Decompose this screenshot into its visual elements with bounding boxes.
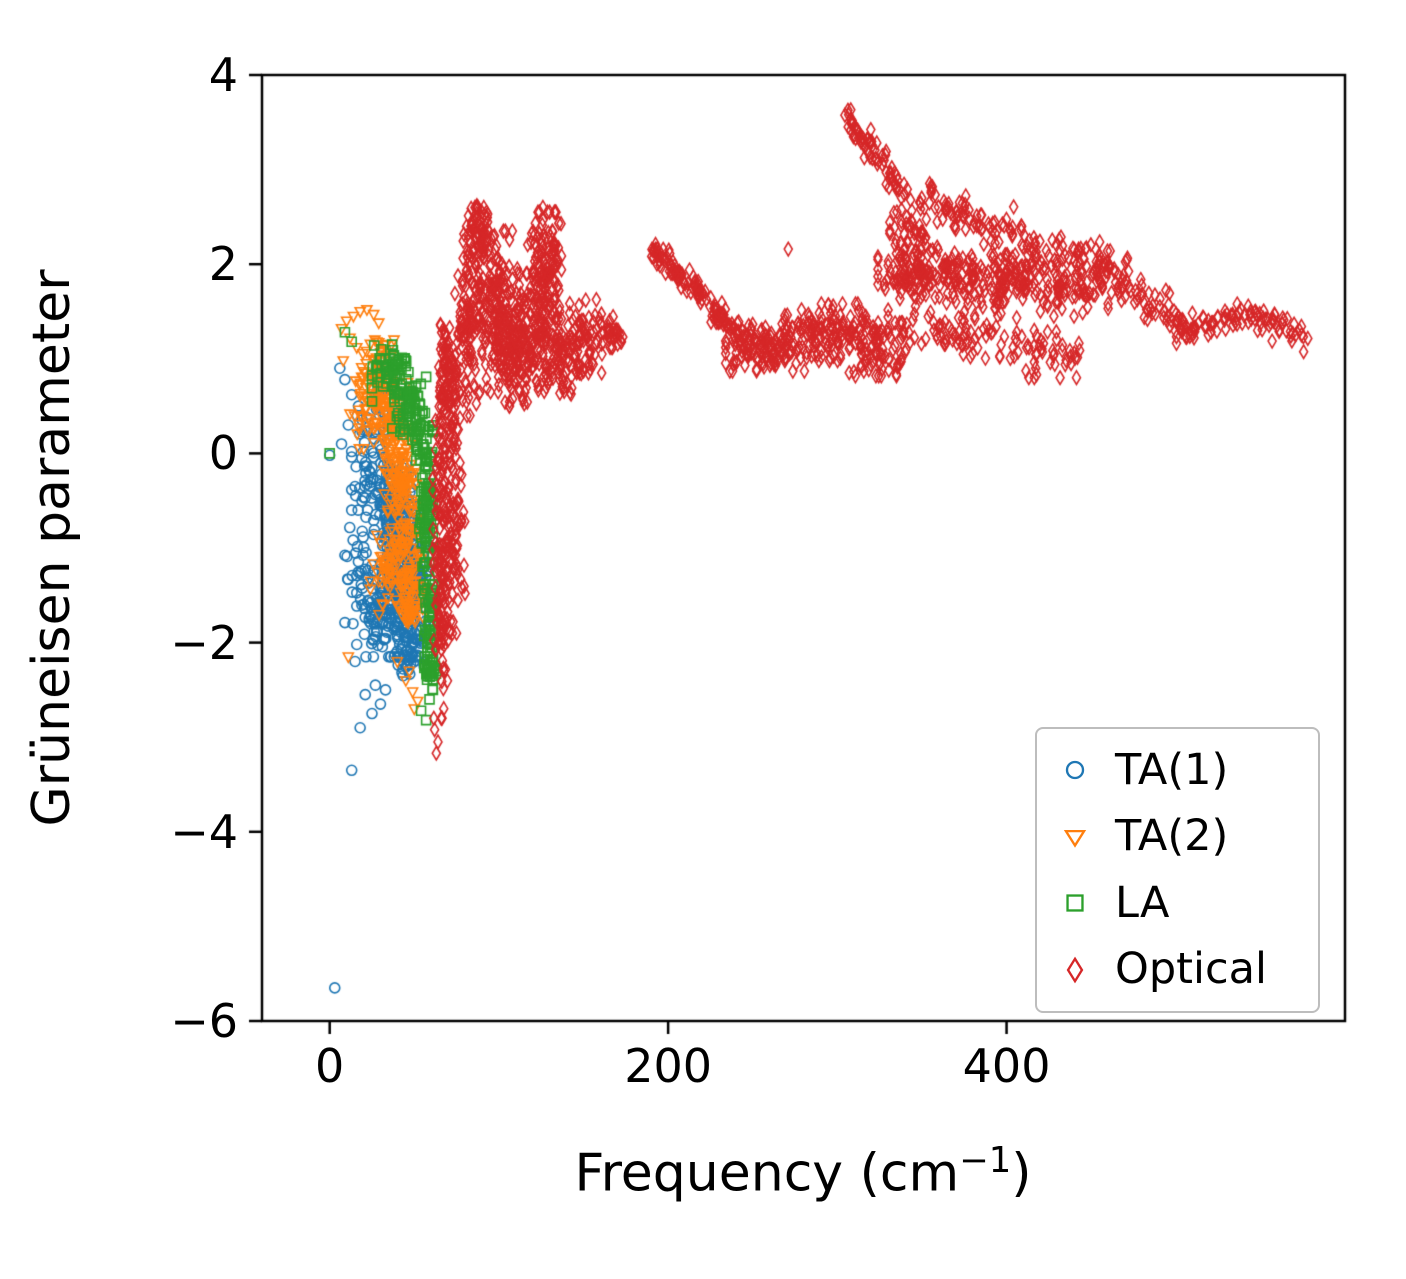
x-axis-label-suffix: ) bbox=[1011, 1143, 1032, 1204]
legend-label: LA bbox=[1115, 877, 1170, 928]
x-tick-label-2: 400 bbox=[962, 1039, 1051, 1093]
x-axis-label-text: Frequency (cm bbox=[574, 1143, 960, 1204]
legend-item-la: LA bbox=[1059, 877, 1318, 928]
y-tick-label-1: −4 bbox=[170, 804, 238, 859]
x-tick-label-1: 200 bbox=[624, 1039, 713, 1093]
legend: TA(1) TA(2) LA Optical bbox=[1035, 727, 1320, 1013]
legend-item-ta-2-: TA(2) bbox=[1059, 815, 1318, 858]
legend-label: TA(2) bbox=[1115, 811, 1229, 862]
x-axis-label-superscript: −1 bbox=[959, 1140, 1012, 1181]
diamond-marker-icon bbox=[1066, 956, 1084, 984]
y-tick-label-5: 4 bbox=[208, 48, 238, 102]
triangle-down-marker-icon bbox=[1063, 829, 1087, 848]
x-tick-label-0: 0 bbox=[315, 1039, 345, 1093]
legend-label: TA(1) bbox=[1115, 744, 1229, 795]
circle-marker-icon bbox=[1065, 761, 1085, 780]
x-axis-label: Frequency (cm−1) bbox=[574, 1140, 1031, 1203]
legend-item-optical: Optical bbox=[1059, 948, 1318, 991]
y-tick-label-3: 0 bbox=[208, 426, 238, 481]
y-tick-label-2: −2 bbox=[170, 615, 238, 670]
legend-label: Optical bbox=[1115, 944, 1267, 995]
square-marker-icon bbox=[1066, 894, 1084, 912]
legend-item-ta-1-: TA(1) bbox=[1059, 744, 1318, 795]
y-axis-label: Grüneisen parameter bbox=[22, 269, 82, 827]
y-tick-label-4: 2 bbox=[208, 237, 238, 292]
y-tick-label-0: −6 bbox=[170, 994, 238, 1048]
